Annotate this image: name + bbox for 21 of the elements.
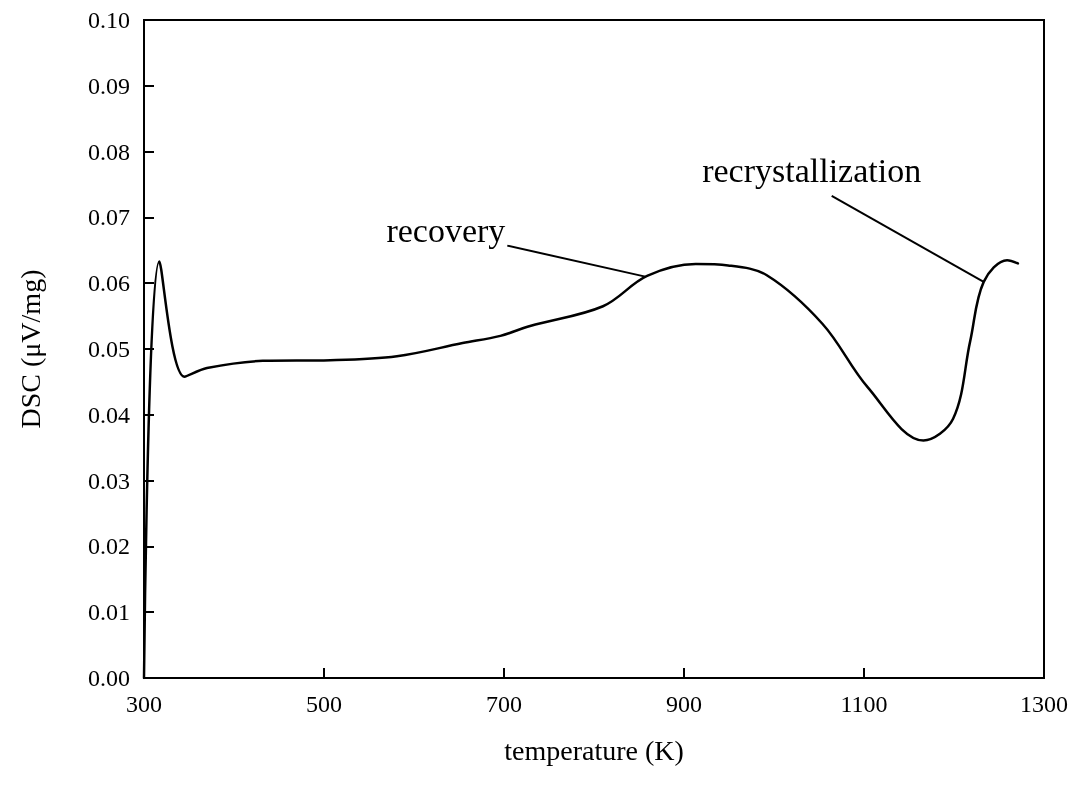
x-tick-label: 300 <box>126 691 162 717</box>
y-tick-label: 0.05 <box>88 336 130 362</box>
x-tick-label: 900 <box>666 691 702 717</box>
x-tick-label: 700 <box>486 691 522 717</box>
annotation: recrystallization <box>702 151 922 189</box>
x-axis-title: temperature (K) <box>504 734 684 766</box>
y-tick-label: 0.07 <box>88 204 130 231</box>
y-tick-label: 0.06 <box>88 270 130 297</box>
y-tick-label: 0.04 <box>88 401 130 428</box>
annotation: recovery <box>386 211 506 249</box>
x-tick-label: 1300 <box>1020 691 1068 717</box>
y-tick-label: 0.08 <box>88 138 130 165</box>
y-tick-label: 0.02 <box>88 533 130 560</box>
x-tick-label: 1100 <box>840 691 888 717</box>
x-tick-label: 500 <box>306 691 342 717</box>
y-tick-label: 0.10 <box>88 7 130 33</box>
y-tick-label: 0.09 <box>88 72 130 99</box>
y-axis-title: DSC (μV/mg) <box>14 269 46 429</box>
y-tick-label: 0.01 <box>88 599 130 626</box>
y-tick-label: 0.00 <box>88 665 130 691</box>
y-tick-label: 0.03 <box>88 467 130 494</box>
